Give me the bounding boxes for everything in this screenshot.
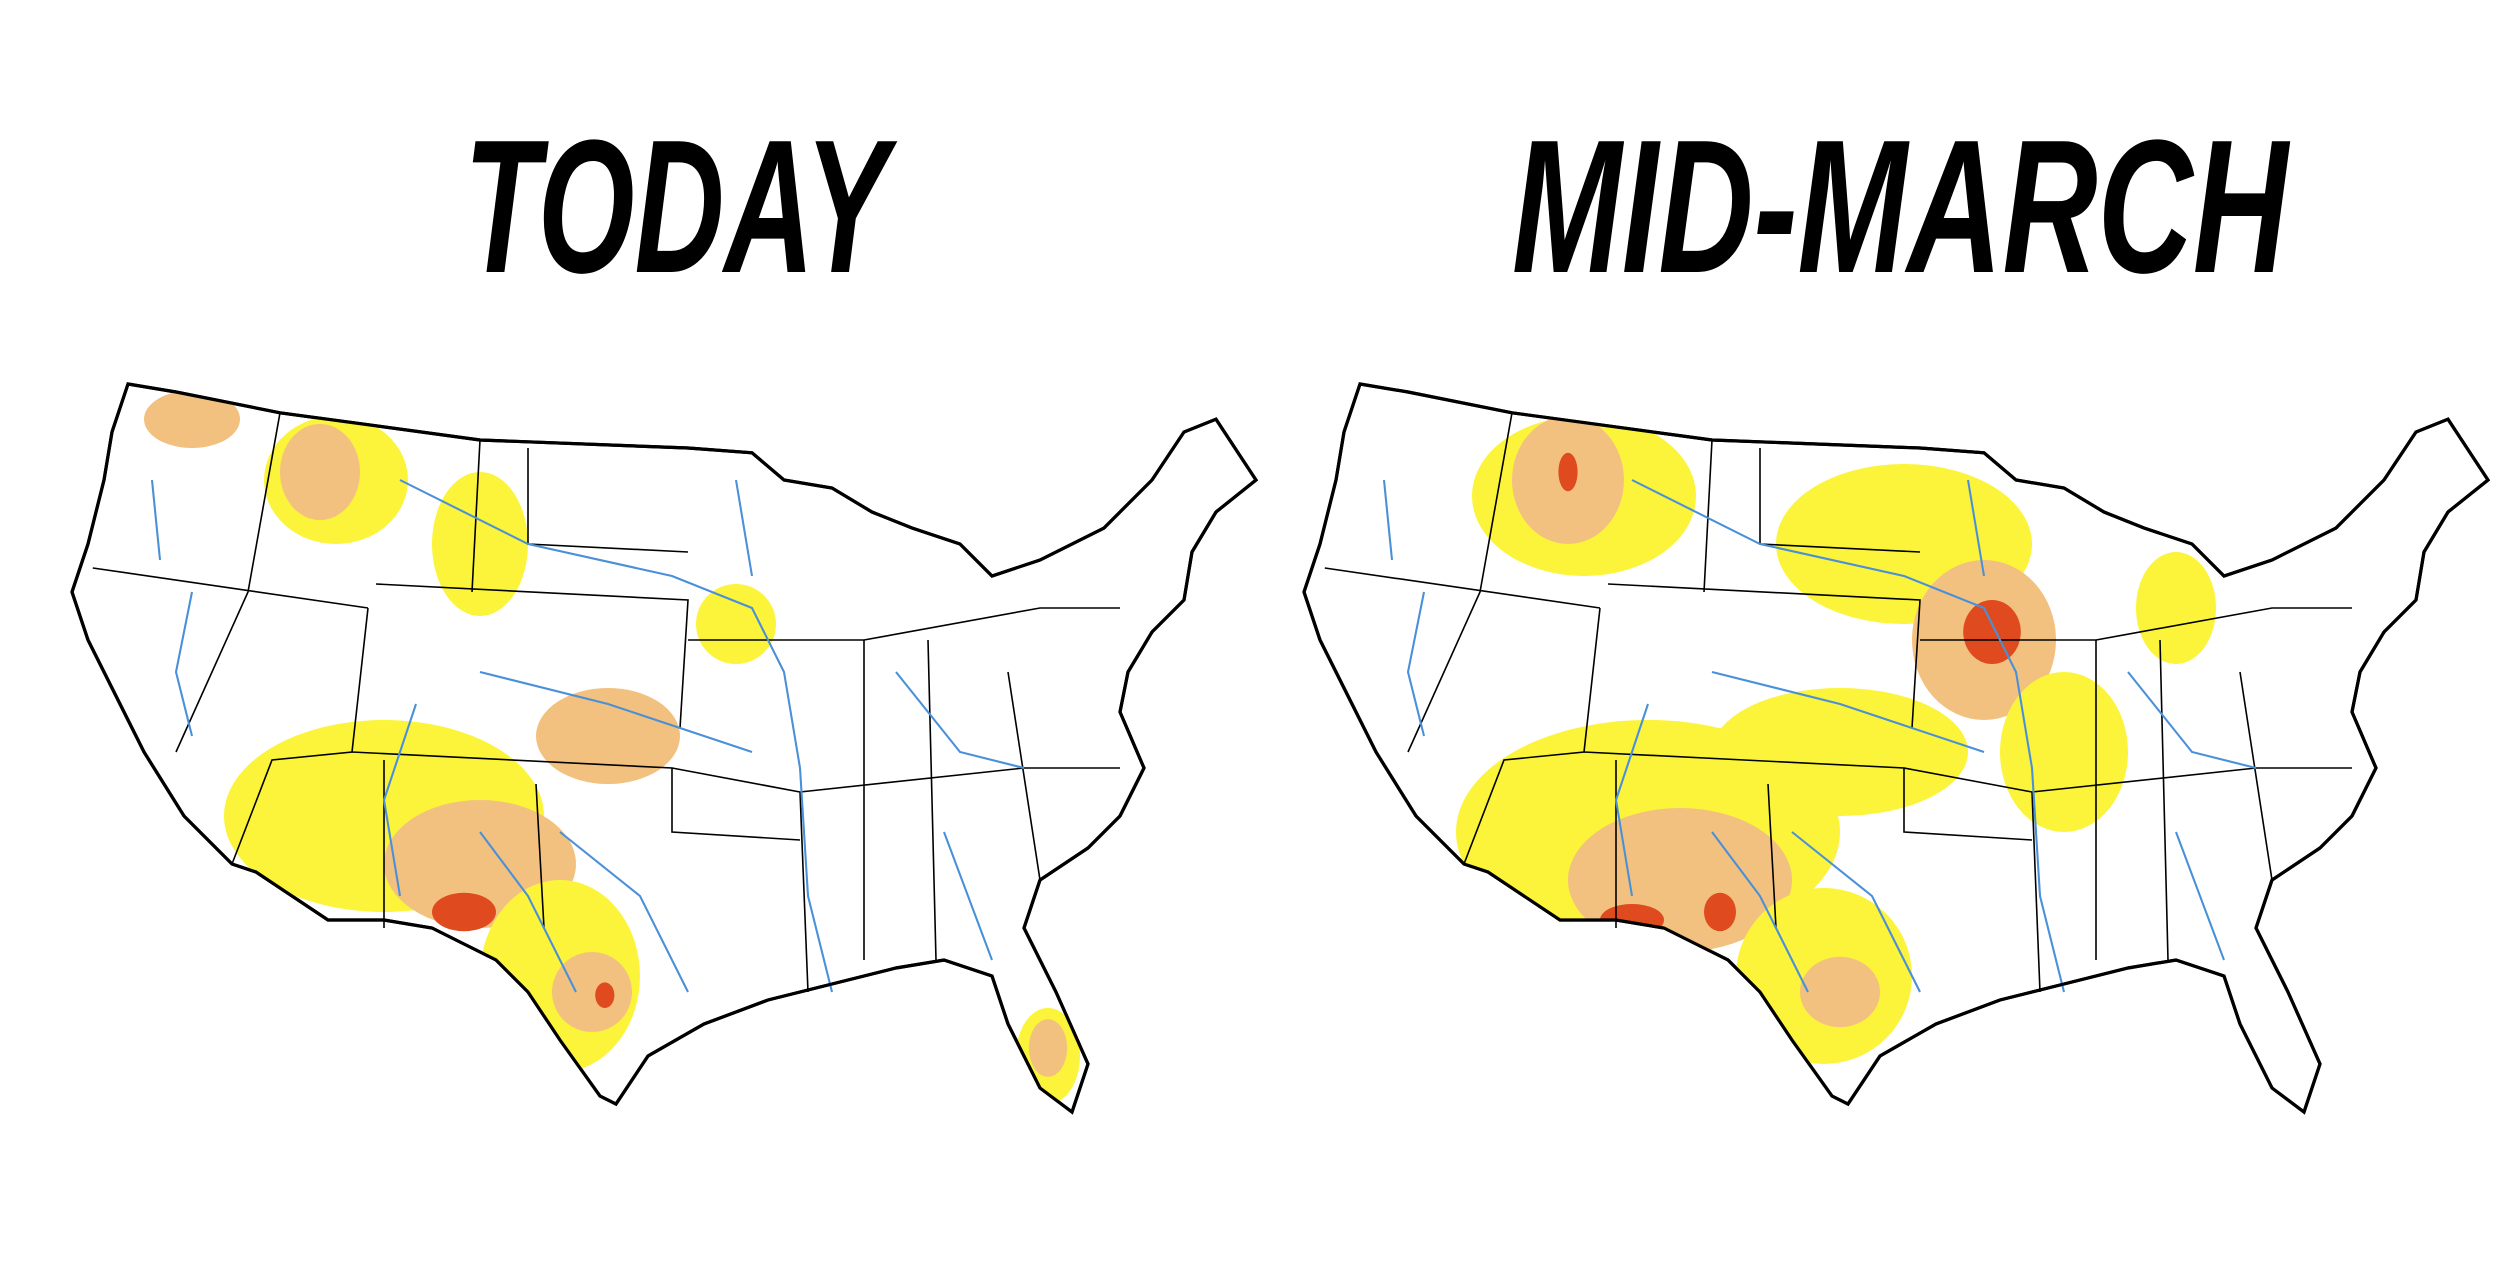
map-title: TODAY: [464, 101, 898, 313]
map-title: MID-MARCH: [1512, 101, 2291, 313]
map-today: [70, 382, 1258, 1114]
map-mid-march: [1302, 382, 2490, 1114]
